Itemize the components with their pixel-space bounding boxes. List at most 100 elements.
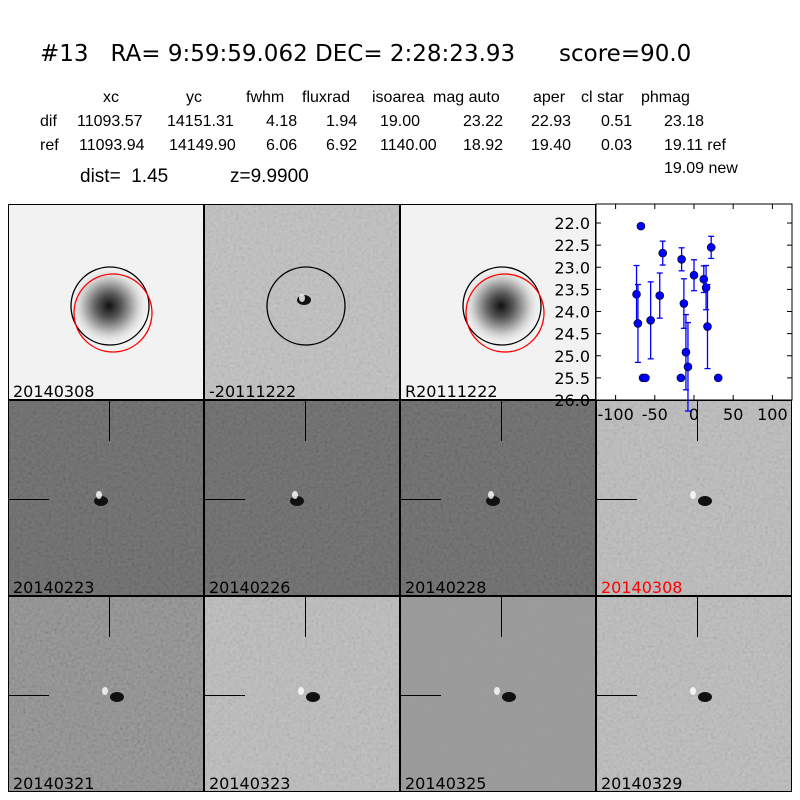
table-cell: 14149.90 (169, 137, 236, 154)
crosshair-vertical (697, 401, 698, 441)
cutout-panel: 20140223 (8, 400, 204, 596)
cutout-image (597, 401, 791, 595)
crosshair-vertical (501, 597, 502, 637)
cutout-image (597, 597, 791, 791)
data-point (658, 248, 668, 258)
y-tick-label: 23.0 (554, 258, 590, 277)
crosshair-horizontal (401, 499, 441, 500)
crosshair-vertical (501, 401, 502, 441)
x-tick-label: -50 (642, 405, 668, 424)
table-cell: 1140.00 (380, 137, 437, 154)
data-point (683, 362, 693, 372)
cutout-image (205, 597, 399, 791)
x-tick-label: 100 (757, 405, 788, 424)
table-cell: 0.51 (601, 113, 633, 130)
crosshair-vertical (109, 401, 110, 441)
crosshair-vertical (305, 401, 306, 441)
y-tick-label: 22.0 (554, 214, 590, 233)
cutout-image (401, 205, 595, 399)
y-tick-label: 25.0 (554, 347, 590, 366)
panel-date-label: 20140308 (13, 382, 95, 400)
table-cell: 23.22 (463, 113, 504, 130)
data-point (632, 289, 641, 299)
z-value: z=9.9900 (230, 166, 309, 187)
panel-date-label: 20140223 (13, 578, 95, 596)
cutout-image (401, 597, 595, 791)
table-cell: 0.03 (601, 137, 633, 154)
candidate-title: #13 RA= 9:59:59.062 DEC= 2:28:23.93 scor… (40, 41, 692, 67)
crosshair-vertical (697, 597, 698, 637)
row-label: ref (40, 137, 59, 154)
x-tick-label: 0 (689, 405, 699, 424)
y-tick-label: 26.0 (554, 391, 590, 410)
data-point (713, 373, 723, 383)
phmag-new: 19.09 new (664, 160, 738, 177)
panel-date-label: 20140325 (405, 774, 487, 792)
crosshair-horizontal (401, 695, 441, 696)
table-cell: 22.93 (531, 113, 572, 130)
x-tick-label: -100 (597, 405, 633, 424)
column-header: phmag (641, 89, 690, 106)
cutout-image (205, 205, 399, 399)
column-header: fluxrad (302, 89, 351, 106)
panel-date-label: 20140321 (13, 774, 95, 792)
data-point (646, 316, 655, 325)
y-tick-label: 24.0 (554, 303, 590, 322)
column-header: yc (186, 89, 202, 106)
table-cell: 19.00 (380, 113, 421, 130)
table-cell: 11093.57 (77, 113, 143, 130)
column-header: isoarea (372, 89, 425, 106)
cutout-panel: -20111222 (204, 204, 400, 400)
crosshair-horizontal (597, 695, 637, 696)
table-cell: 19.11 ref (664, 137, 726, 154)
cutout-panel: 20140228 (400, 400, 596, 596)
cutout-image (401, 401, 595, 595)
panel-date-label: R20111222 (405, 382, 498, 400)
cutout-panel: R20111222 (400, 204, 596, 400)
table-cell: 23.18 (664, 113, 705, 130)
table-cell: 6.92 (326, 137, 358, 154)
panel-date-label: 20140329 (601, 774, 683, 792)
data-point (681, 347, 691, 357)
cutout-panel: 20140226 (204, 400, 400, 596)
crosshair-horizontal (205, 695, 245, 696)
column-header: aper (533, 89, 566, 106)
cutout-image (9, 205, 203, 399)
cutout-panel: 20140308 (8, 204, 204, 400)
table-cell: 6.06 (266, 137, 298, 154)
dist-value: dist= 1.45 (80, 166, 169, 187)
data-point (676, 373, 686, 383)
column-header: cl star (581, 89, 624, 106)
column-header: xc (103, 89, 119, 106)
x-tick-label: 50 (723, 405, 743, 424)
panel-date-label: 20140228 (405, 578, 487, 596)
cutout-image (9, 597, 203, 791)
crosshair-vertical (305, 597, 306, 637)
crosshair-vertical (109, 597, 110, 637)
data-point (636, 221, 646, 231)
data-point (655, 291, 665, 300)
table-cell: 4.18 (266, 113, 298, 130)
data-point (703, 322, 712, 331)
column-header: mag auto (433, 89, 500, 106)
data-point (679, 299, 689, 308)
data-point (633, 319, 643, 328)
data-point (677, 255, 686, 264)
y-tick-label: 24.5 (554, 325, 590, 344)
table-cell: 19.40 (531, 137, 572, 154)
light-curve-plot: -100 -50 0 50 100 22.0 22.5 23.0 23.5 24.0 24.5 25.… (554, 203, 793, 424)
table-cell: 18.92 (463, 137, 504, 154)
cutout-image (205, 401, 399, 595)
panel-date-label: 20140323 (209, 774, 291, 792)
table-cell: 1.94 (326, 113, 358, 130)
crosshair-horizontal (9, 499, 49, 500)
cutout-panel: 20140308 (596, 400, 792, 596)
column-header: fwhm (246, 89, 285, 106)
panel-date-label: 20140308 (601, 578, 683, 596)
crosshair-horizontal (205, 499, 245, 500)
y-tick-label: 25.5 (554, 369, 590, 388)
cutout-image (9, 401, 203, 595)
panel-date-label: 20140226 (209, 578, 291, 596)
data-point (706, 243, 716, 252)
cutout-panel: 20140325 (400, 596, 596, 792)
